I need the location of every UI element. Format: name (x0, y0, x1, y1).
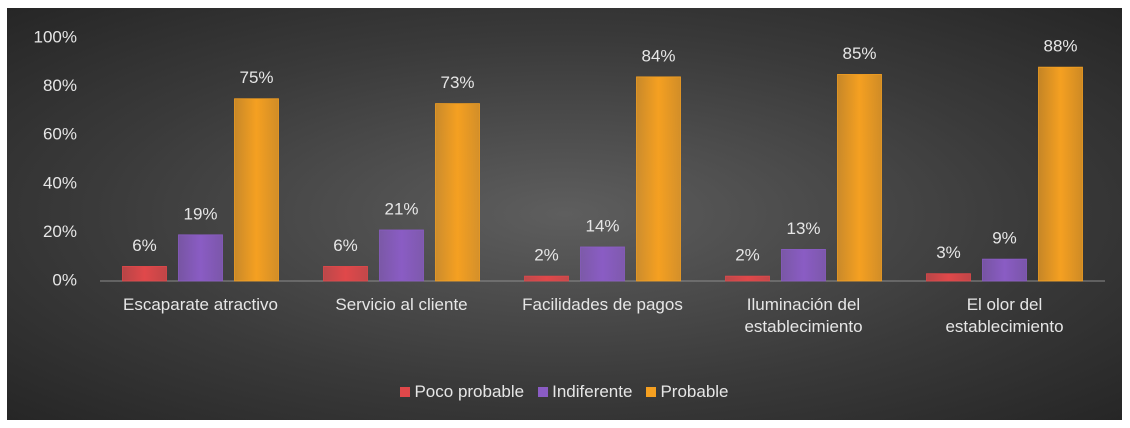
x-tick-label: Servicio al cliente (335, 295, 468, 314)
x-tick-label: Iluminación del establecimiento (744, 295, 863, 336)
legend-label: Indiferente (552, 382, 633, 401)
bar (524, 275, 569, 282)
data-label: 88% (1043, 37, 1077, 56)
y-tick-label: 80% (43, 76, 77, 95)
legend-swatch (400, 387, 411, 397)
legend-item: Probable (646, 382, 729, 402)
bar (178, 234, 223, 282)
data-label: 75% (239, 68, 273, 87)
bar (379, 229, 424, 282)
x-tick-label: Escaparate atractivo (123, 295, 278, 314)
legend-swatch (538, 387, 549, 397)
bar (323, 266, 368, 282)
data-label: 84% (641, 46, 675, 65)
y-tick-label: 100% (34, 27, 77, 46)
data-label: 6% (132, 236, 157, 255)
data-label: 3% (936, 243, 961, 262)
bar (580, 246, 625, 282)
y-tick-label: 40% (43, 173, 77, 192)
bar (725, 275, 770, 282)
bar (1038, 66, 1083, 282)
data-label: 13% (786, 219, 820, 238)
legend: Poco probable Indiferente Probable (7, 382, 1122, 402)
bar (636, 76, 681, 282)
bar (435, 103, 480, 282)
x-tick-label: Facilidades de pagos (522, 295, 683, 314)
bar (781, 249, 826, 282)
data-label: 2% (735, 246, 760, 265)
chart: 0% 20% 40% 60% 80% 100% 6% 19% 75% 6% 21% 73% 2% 14% 8… (7, 8, 1122, 420)
y-tick-label: 0% (52, 270, 77, 289)
y-tick-label: 20% (43, 222, 77, 241)
legend-label: Poco probable (414, 382, 525, 401)
data-label: 14% (585, 216, 619, 235)
plot: 0% 20% 40% 60% 80% 100% 6% 19% 75% 6% 21% 73% 2% 14% 8… (34, 27, 1105, 289)
bar (234, 98, 279, 282)
legend-label: Probable (660, 382, 729, 401)
data-label: 2% (534, 246, 559, 265)
data-label: 9% (992, 229, 1017, 248)
y-tick-label: 60% (43, 125, 77, 144)
x-tick-label: El olor del establecimiento (945, 295, 1064, 336)
legend-swatch (646, 387, 657, 397)
data-label: 85% (842, 44, 876, 63)
bar (982, 258, 1027, 282)
bar (837, 74, 882, 282)
data-label: 73% (440, 73, 474, 92)
data-label: 19% (183, 204, 217, 223)
legend-item: Poco probable (400, 382, 524, 402)
bar (926, 273, 971, 282)
data-label: 21% (384, 199, 418, 218)
legend-item: Indiferente (538, 382, 632, 402)
bar (122, 266, 167, 282)
data-label: 6% (333, 236, 358, 255)
